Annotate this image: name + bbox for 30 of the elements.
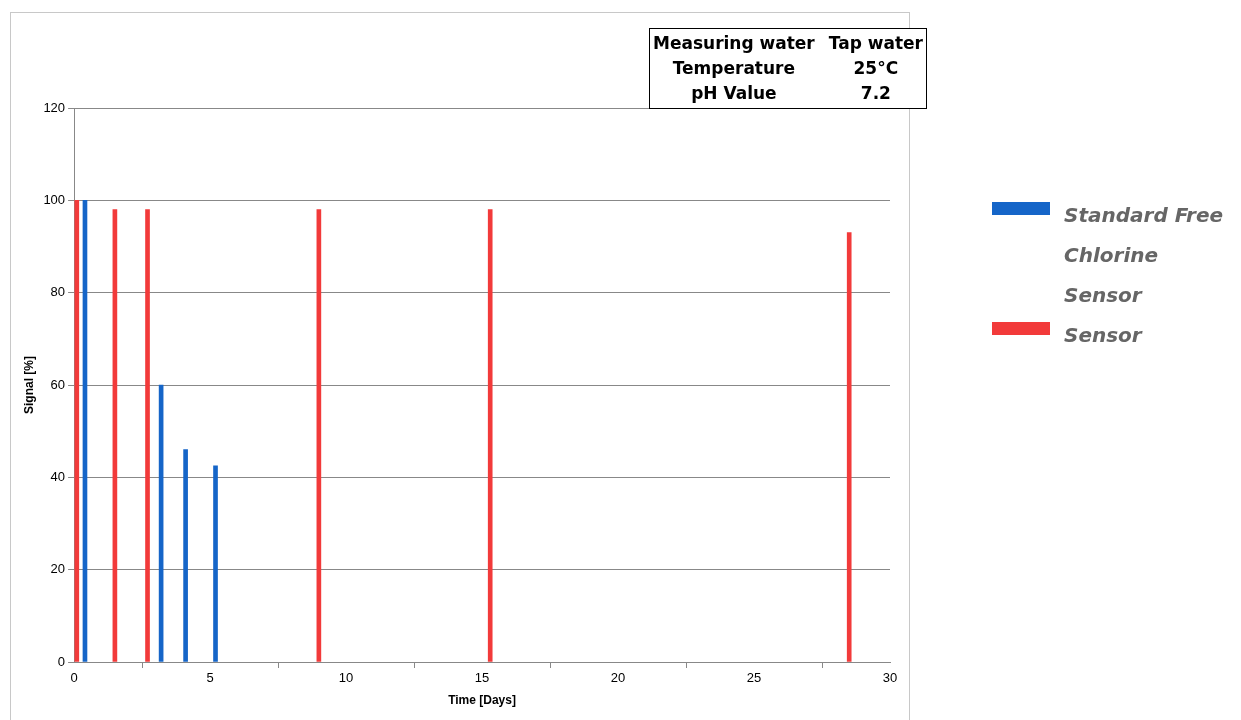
y-tick-label: 0 <box>57 653 66 669</box>
y-tick-label: 80 <box>50 284 66 300</box>
text: pH Value <box>690 82 778 105</box>
text: Temperature <box>671 57 796 80</box>
x-tick-label: 15 <box>474 670 490 686</box>
legend-label: Standard Free Chlorine Sensor <box>1064 202 1225 309</box>
bar <box>183 449 188 662</box>
x-tick-label: 10 <box>338 670 354 686</box>
x-tick-label: 5 <box>206 670 214 686</box>
x-tick-label: 25 <box>746 670 762 686</box>
bar <box>487 209 493 662</box>
y-tick-label: 120 <box>43 99 66 115</box>
text: 25°C <box>852 57 900 80</box>
y-tick-label: 40 <box>50 468 66 484</box>
bar <box>74 200 80 662</box>
bar <box>145 209 150 662</box>
x-axis-title: Time [Days] <box>448 693 516 708</box>
bar <box>846 232 852 662</box>
y-axis-title: Signal [%] <box>21 355 36 415</box>
bar <box>213 465 218 662</box>
x-tick-label: 0 <box>70 670 78 686</box>
text: Tap water <box>828 32 923 55</box>
y-tick-label: 100 <box>43 191 66 207</box>
x-tick-label: 20 <box>610 670 626 686</box>
legend-label: Sensor <box>1064 322 1142 349</box>
y-tick-label: 60 <box>50 376 66 392</box>
x-tick-label: 30 <box>882 670 898 686</box>
y-tick-label: 20 <box>50 561 66 577</box>
text: 7.2 <box>859 82 892 105</box>
text: Measuring water <box>653 32 815 55</box>
